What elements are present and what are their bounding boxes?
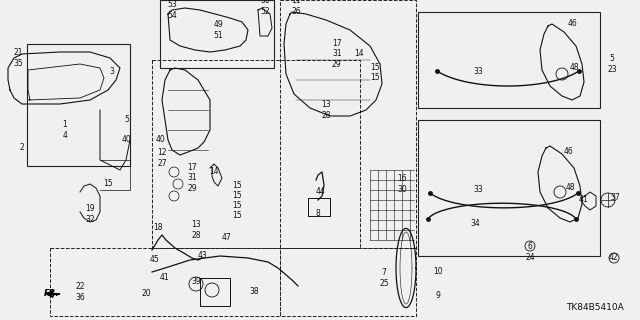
Text: 19
32: 19 32 [85, 204, 95, 224]
Bar [418, 120, 600, 256]
Text: 20: 20 [141, 290, 151, 299]
Text: 15: 15 [232, 212, 242, 220]
Bar [27, 44, 130, 166]
Bar [280, 248, 416, 316]
Text: 46: 46 [563, 148, 573, 156]
Text: 39: 39 [191, 277, 201, 286]
Bar [152, 60, 360, 248]
Text: 47: 47 [221, 234, 231, 243]
Text: 14: 14 [209, 167, 219, 177]
Bar [50, 248, 280, 316]
Text: 50
52: 50 52 [260, 0, 270, 16]
Text: 43: 43 [197, 251, 207, 260]
Text: 33: 33 [473, 68, 483, 76]
Text: 17
31
29: 17 31 29 [332, 39, 342, 69]
Text: 46: 46 [567, 20, 577, 28]
Text: 48: 48 [565, 183, 575, 193]
Text: 53
54: 53 54 [167, 0, 177, 20]
Text: 13
28: 13 28 [191, 220, 201, 240]
Text: 45: 45 [149, 255, 159, 265]
Text: 15: 15 [232, 181, 242, 190]
Text: 41: 41 [578, 196, 588, 204]
Text: 15: 15 [370, 74, 380, 83]
Text: 8: 8 [316, 210, 321, 219]
Text: 7
25: 7 25 [379, 268, 389, 288]
Text: 9: 9 [436, 292, 440, 300]
Text: 42: 42 [608, 253, 618, 262]
Text: 5: 5 [124, 116, 129, 124]
Text: 49
51: 49 51 [213, 20, 223, 40]
Text: 6
24: 6 24 [525, 242, 535, 262]
Text: 34: 34 [470, 220, 480, 228]
Text: 15: 15 [370, 63, 380, 73]
Text: 3: 3 [109, 68, 115, 76]
Text: 15: 15 [103, 180, 113, 188]
Text: 44: 44 [315, 188, 325, 196]
Text: FR.: FR. [44, 290, 60, 299]
Text: 14: 14 [354, 50, 364, 59]
Text: 18: 18 [153, 223, 163, 233]
Text: 21
35: 21 35 [13, 48, 23, 68]
Text: 12
27: 12 27 [157, 148, 167, 168]
Text: 5
23: 5 23 [607, 54, 617, 74]
Bar [200, 278, 230, 306]
Text: 37: 37 [610, 194, 620, 203]
Text: 40: 40 [155, 135, 165, 145]
Text: 1
4: 1 4 [63, 120, 67, 140]
Text: 41: 41 [159, 274, 169, 283]
Text: 11
26: 11 26 [291, 0, 301, 16]
Text: 15: 15 [232, 202, 242, 211]
Text: 2: 2 [20, 143, 24, 153]
Text: 13
28: 13 28 [321, 100, 331, 120]
Text: 10: 10 [433, 268, 443, 276]
Text: 38: 38 [249, 287, 259, 297]
Text: 22
36: 22 36 [75, 282, 85, 302]
Text: TK84B5410A: TK84B5410A [566, 303, 624, 312]
Text: 15: 15 [232, 191, 242, 201]
Text: 16
30: 16 30 [397, 174, 407, 194]
Text: 33: 33 [473, 186, 483, 195]
Text: 17
31
29: 17 31 29 [187, 163, 197, 193]
Bar [160, 0, 274, 68]
Text: 40: 40 [121, 135, 131, 145]
Text: 48: 48 [569, 63, 579, 73]
Bar [308, 198, 330, 216]
Bar [418, 12, 600, 108]
Bar [280, 0, 416, 248]
